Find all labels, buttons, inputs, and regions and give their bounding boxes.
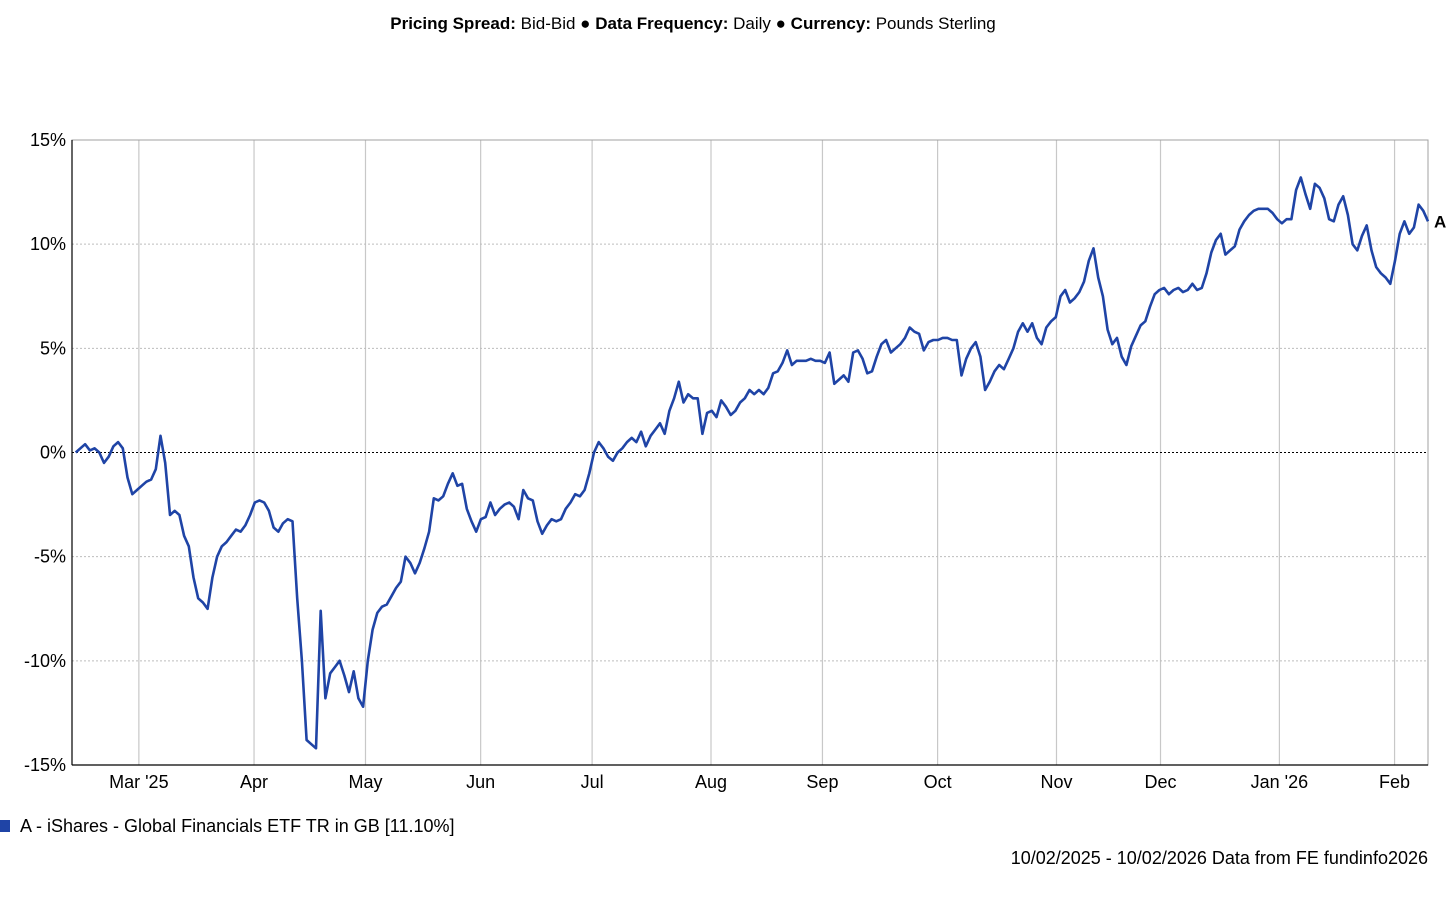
separator-2: ● [775,14,786,33]
x-tick-label: Jul [581,772,604,792]
data-frequency-label: Data Frequency: [595,14,729,33]
chart-header: Pricing Spread: Bid-Bid ● Data Frequency… [0,14,1386,34]
separator-1: ● [580,14,591,33]
x-tick-label: Feb [1379,772,1410,792]
y-tick-label: 15% [30,130,66,150]
y-tick-label: -15% [24,755,66,775]
x-tick-label: Aug [695,772,727,792]
legend-label: A - iShares - Global Financials ETF TR i… [20,816,455,836]
x-tick-label: Oct [924,772,952,792]
series-end-marker: A [1434,212,1446,231]
series-line [74,176,1430,750]
x-tick-label: Nov [1040,772,1072,792]
footer-source: 10/02/2025 - 10/02/2026 Data from FE fun… [1010,848,1428,868]
y-tick-label: 5% [40,338,66,358]
x-tick-label: Dec [1145,772,1177,792]
x-tick-label: Jan '26 [1251,772,1308,792]
y-tick-label: 0% [40,443,66,463]
currency-label: Currency: [790,14,871,33]
pricing-spread-value: Bid-Bid [520,14,576,33]
x-tick-label: May [348,772,382,792]
currency-value: Pounds Sterling [875,14,996,33]
y-tick-label: -10% [24,651,66,671]
data-frequency-value: Daily [733,14,771,33]
pricing-spread-label: Pricing Spread: [390,14,516,33]
x-tick-label: Jun [466,772,495,792]
legend: A - iShares - Global Financials ETF TR i… [0,816,455,837]
x-tick-label: Sep [806,772,838,792]
y-tick-label: 10% [30,234,66,254]
x-tick-label: Apr [240,772,268,792]
y-tick-label: -5% [34,547,66,567]
x-tick-label: Mar '25 [109,772,168,792]
legend-swatch [0,819,10,832]
